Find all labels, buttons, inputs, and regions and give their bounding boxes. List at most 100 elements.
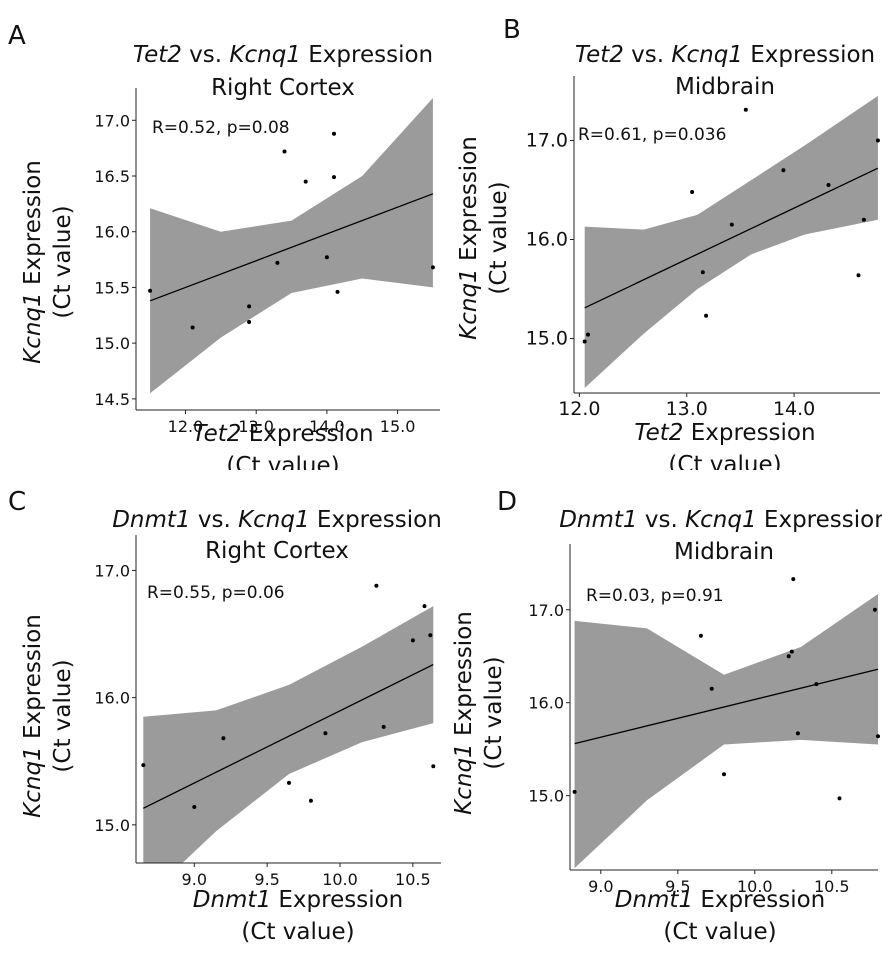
x-tick-label-a-3: 14.0 [309, 417, 345, 436]
y-tick-label-b-3: 17.0 [526, 129, 568, 151]
title-vs: vs. [182, 42, 230, 68]
y-axis-label-line2: (Ct value) [50, 659, 76, 772]
chart-title-d: Dnmt1 vs. Kcnq1 Expression [559, 507, 882, 533]
title-gene-y: Kcnq1 [685, 507, 757, 533]
panel-label-b: B [503, 15, 521, 45]
data-point-b-5 [704, 313, 709, 318]
x-tick-label-a-4: 15.0 [380, 417, 416, 436]
y-axis-label-a: Kcnq1 Expression (Ct value) [20, 160, 76, 364]
data-point-c-10 [422, 604, 427, 609]
y-axis-label-line2: (Ct value) [481, 656, 507, 769]
data-point-d-7 [791, 577, 796, 582]
data-point-d-6 [789, 649, 794, 654]
data-point-b-11 [861, 217, 866, 222]
x-axis-label-d: Dnmt1 Expression [615, 887, 826, 913]
title-gene-y: Kcnq1 [671, 42, 743, 68]
ylabel-gene: Kcnq1 [20, 292, 46, 364]
x-tick-label-d-4: 10.5 [814, 877, 850, 896]
y-tick-label-a-2: 15.0 [94, 334, 130, 353]
ylabel-gene: Kcnq1 [20, 746, 46, 818]
chart-subtitle-b: Midbrain [675, 74, 775, 100]
data-point-d-8 [795, 731, 800, 736]
title-gene-x: Tet2 [133, 42, 182, 68]
data-point-c-3 [221, 736, 226, 741]
chart-subtitle-a: Right Cortex [211, 75, 355, 101]
data-point-c-8 [381, 724, 386, 729]
title-gene-x: Tet2 [575, 42, 624, 68]
title-suffix: Expression [310, 507, 441, 533]
y-axis-label-line2: (Ct value) [50, 205, 76, 318]
panel-d: 15.0 16.0 17.0 9.0 9.5 10.0 10.5 D Dnmt1 vs. Kcn… [441, 470, 882, 949]
y-axis-label-line1: Kcnq1 Expression [20, 160, 46, 364]
y-tick-label-a-1: 14.5 [94, 390, 130, 409]
data-point-d-5 [786, 654, 791, 659]
chart-c: 15.0 16.0 17.0 9.0 9.5 10.0 10.5 C Dnmt1 vs. Kcn… [8, 487, 442, 945]
stats-annotation-c: R=0.55, p=0.06 [147, 583, 285, 603]
ylabel-rest: Expression [20, 614, 46, 746]
y-tick-label-a-3: 15.5 [94, 278, 130, 297]
fit-line-a [149, 193, 434, 302]
data-point-d-10 [837, 796, 842, 801]
x-tick-label-c-4: 10.5 [395, 870, 431, 889]
chart-d: 15.0 16.0 17.0 9.0 9.5 10.0 10.5 D Dnmt1 vs. Kcn… [451, 487, 882, 945]
data-point-d-1 [572, 789, 577, 794]
title-vs: vs. [191, 507, 239, 533]
x-axis-label-line2-c: (Ct value) [241, 919, 354, 945]
title-vs: vs. [624, 42, 672, 68]
data-point-a-10 [332, 175, 336, 180]
xlabel-gene: Dnmt1 [193, 887, 271, 913]
data-point-c-7 [374, 583, 379, 588]
y-axis-label-line1: Kcnq1 Expression [20, 614, 46, 818]
fit-line-b [584, 167, 879, 309]
panel-b: 15.0 16.0 17.0 12.0 13.0 14.0 B Tet2 vs. Kcnq1 … [441, 0, 882, 478]
ylabel-rest: Expression [456, 136, 482, 268]
data-point-b-3 [690, 190, 695, 194]
title-gene-x: Dnmt1 [559, 507, 637, 533]
confidence-band-b [584, 95, 878, 389]
title-suffix: Expression [757, 507, 882, 533]
panel-a: 14.5 15.0 15.5 16.0 16.5 17.0 12.0 13.0 14.0 15.0… [0, 0, 441, 479]
x-tick-label-c-2: 9.5 [254, 870, 279, 889]
y-tick-label-a-4: 16.0 [94, 223, 130, 242]
data-point-a-5 [275, 260, 280, 265]
y-tick-label-b-1: 15.0 [526, 328, 568, 350]
x-tick-label-c-3: 10.0 [322, 870, 358, 889]
confidence-band-d [574, 594, 878, 869]
data-point-c-11 [428, 633, 433, 638]
title-suffix: Expression [301, 42, 433, 68]
y-axis-label-line1: Kcnq1 Expression [451, 611, 477, 815]
data-point-a-3 [247, 304, 252, 309]
data-point-a-1 [148, 288, 153, 293]
y-tick-label-d-2: 16.0 [528, 694, 564, 713]
data-point-a-4 [247, 320, 252, 324]
xlabel-gene: Dnmt1 [615, 887, 693, 913]
x-tick-label-a-2: 13.0 [238, 417, 274, 436]
y-axis-label-line2: (Ct value) [486, 181, 512, 294]
data-point-b-8 [781, 168, 786, 173]
y-tick-label-a-5: 16.5 [94, 167, 130, 186]
ylabel-rest: Expression [20, 160, 46, 292]
x-tick-label-a-1: 12.0 [168, 417, 204, 436]
data-point-b-1 [582, 339, 587, 344]
x-axis-label-line2-a: (Ct value) [226, 453, 339, 470]
stats-annotation-d: R=0.03, p=0.91 [586, 586, 724, 606]
data-point-d-9 [814, 682, 819, 687]
xlabel-gene: Tet2 [192, 421, 241, 447]
y-tick-label-c-1: 15.0 [94, 816, 130, 835]
panel-label-d: D [497, 487, 517, 517]
data-point-a-2 [190, 325, 195, 330]
y-axis-label-line1: Kcnq1 Expression [456, 136, 482, 340]
ylabel-rest: Expression [451, 611, 477, 743]
title-gene-x: Dnmt1 [112, 507, 190, 533]
ylabel-gene: Kcnq1 [456, 268, 482, 340]
x-tick-label-b-3: 14.0 [773, 398, 815, 420]
x-axis-label-line2-d: (Ct value) [663, 919, 776, 945]
chart-subtitle-d: Midbrain [674, 539, 774, 565]
data-point-c-5 [308, 798, 313, 803]
x-axis-label-b: Tet2 Expression [634, 420, 815, 446]
title-vs: vs. [638, 507, 686, 533]
y-tick-label-b-2: 16.0 [526, 229, 568, 251]
ylabel-gene: Kcnq1 [451, 743, 477, 815]
x-tick-label-d-1: 9.0 [588, 877, 613, 896]
y-axis-label-b: Kcnq1 Expression (Ct value) [456, 136, 512, 340]
